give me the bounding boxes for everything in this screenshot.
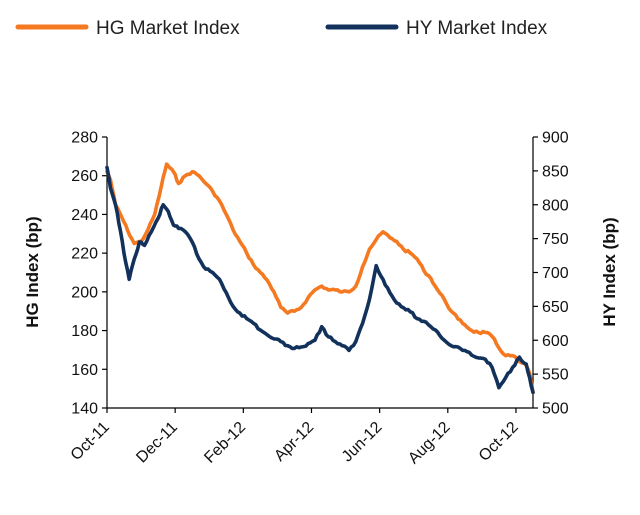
x-tick-label: Aug-12 [405,419,454,468]
x-tick-label: Apr-12 [271,419,317,465]
series-line-hg [105,162,535,395]
axes [106,137,534,409]
series-layer [105,162,535,395]
legend-label-hg: HG Market Index [96,18,240,39]
x-ticks: Oct-11 Dec-11 Feb-12 Apr-12 Jun-12 Aug-12 Oct-… [68,408,522,467]
y-right-tick-label: 900 [542,130,569,147]
y-left-tick-label: 160 [71,362,98,379]
legend: HG Market Index HY Market Index [15,18,548,39]
y-left-tick-label: 180 [71,323,98,340]
y-left-tick-label: 200 [71,284,98,301]
y-right-tick-label: 500 [542,401,569,418]
y-right-tick-label: 750 [542,231,569,248]
legend-label-hy: HY Market Index [406,18,548,39]
series-line-hy [105,165,535,395]
y-right-tick-label: 650 [542,299,569,316]
x-tick-label: Oct-12 [476,419,522,465]
y-left-tick-label: 240 [71,207,98,224]
y-left-axis-title: HG Index (bp) [23,216,42,327]
y-right-axis-title: HY Index (bp) [600,217,619,326]
y-left-tick-label: 220 [71,246,98,263]
y-right-tick-label: 550 [542,367,569,384]
y-right-tick-label: 600 [542,333,569,350]
x-tick-label: Oct-11 [68,419,113,464]
y-right-tick-label: 700 [542,265,569,282]
y-right-ticks: 500 550 600 650 700 750 800 850 900 [533,130,569,418]
y-left-tick-label: 260 [71,168,98,185]
x-tick-label: Dec-11 [133,419,181,467]
y-left-tick-label: 140 [71,401,98,418]
y-right-tick-label: 850 [542,163,569,180]
y-left-ticks: 140 160 180 200 220 240 260 280 [71,130,107,418]
x-tick-label: Jun-12 [339,419,386,466]
y-left-tick-label: 280 [71,130,98,147]
y-right-tick-label: 800 [542,197,569,214]
x-tick-label: Feb-12 [201,419,249,467]
